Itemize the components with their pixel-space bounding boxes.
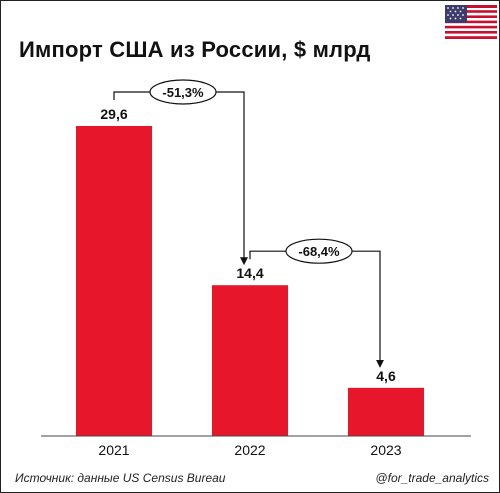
bar-2022 [212,285,288,436]
author-handle: @for_trade_analytics [375,471,489,485]
change-label-1: -51,3% [162,85,204,100]
bar-2023 [348,387,424,436]
usa-flag-icon [445,5,497,39]
value-label-2022: 14,4 [236,265,263,281]
chart-title: Импорт США из России, $ млрд [19,37,371,62]
change-badge-2 [285,238,353,264]
bar-2021 [76,126,152,436]
tick-label-2023: 2023 [370,442,401,458]
change-label-2: -68,4% [298,244,340,259]
change-badge-1 [149,79,217,105]
value-label-2021: 29,6 [100,106,127,122]
source-note: Источник: данные US Census Bureau [15,471,226,485]
tick-label-2022: 2022 [234,442,265,458]
value-label-2023: 4,6 [376,368,396,384]
tick-label-2021: 2021 [98,442,129,458]
